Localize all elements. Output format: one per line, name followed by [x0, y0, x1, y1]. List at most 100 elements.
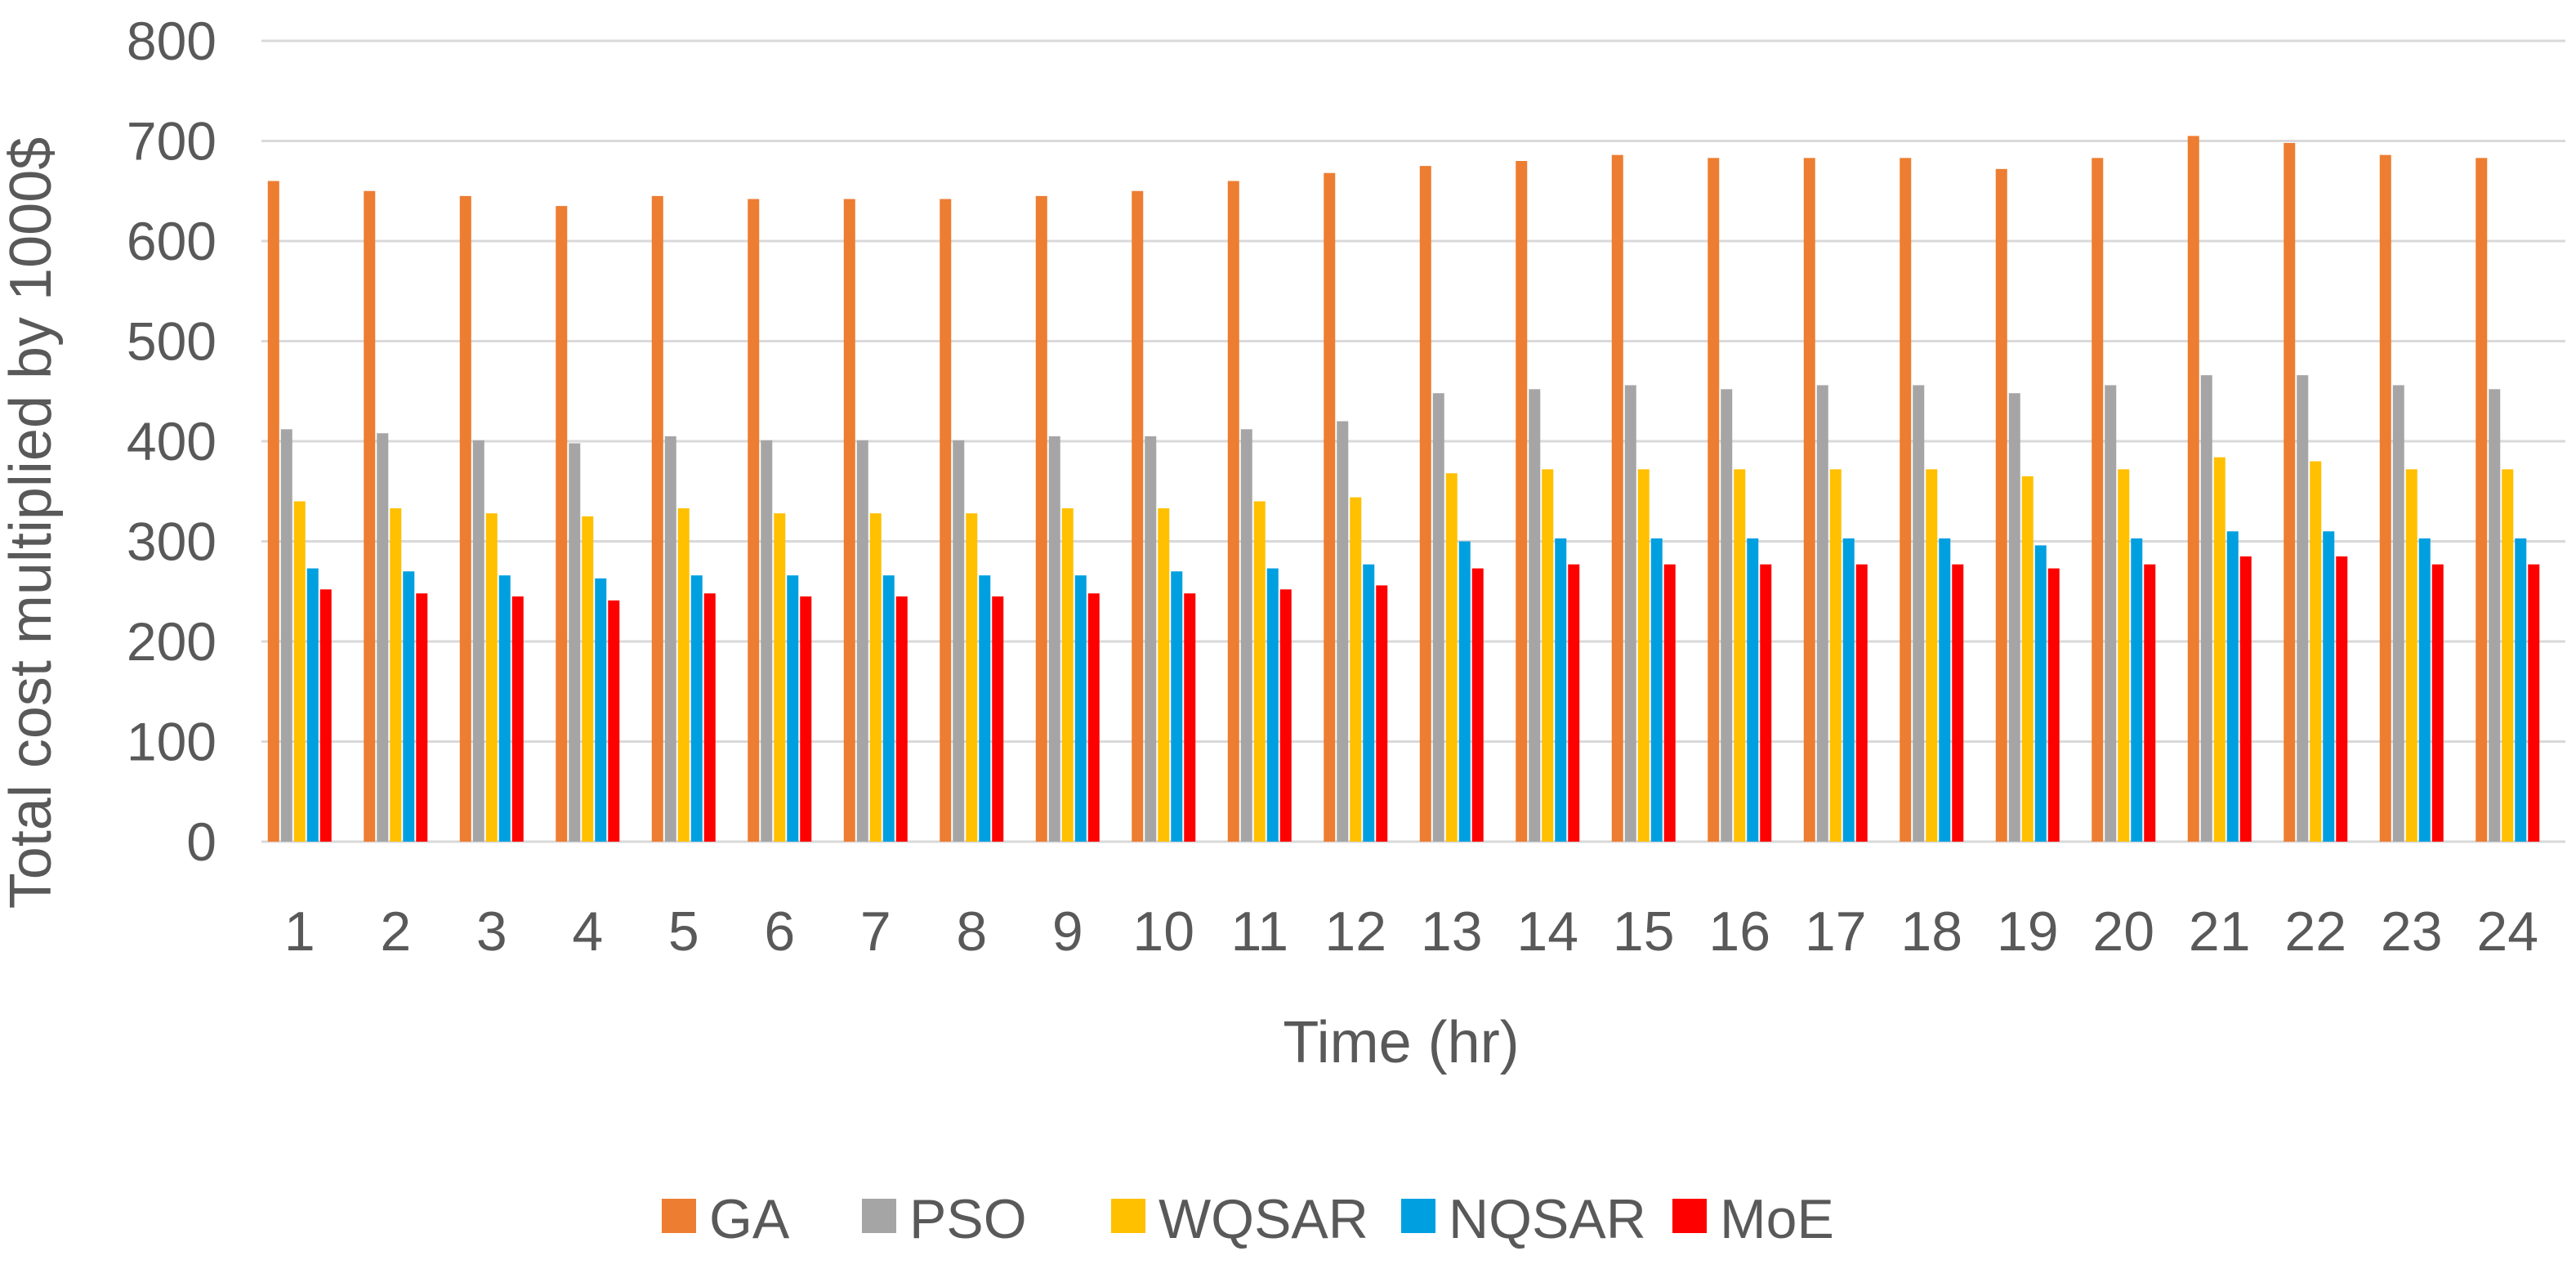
bar-wqsar-9: [1061, 508, 1074, 842]
bar-nqsar-3: [498, 575, 511, 842]
y-tick-label: 0: [186, 811, 217, 872]
bar-nqsar-6: [787, 575, 799, 842]
bar-nqsar-5: [690, 575, 703, 842]
bar-ga-15: [1611, 154, 1623, 842]
bar-nqsar-10: [1171, 571, 1183, 842]
bar-moe-9: [1087, 593, 1100, 842]
bar-wqsar-14: [1542, 469, 1554, 842]
bar-nqsar-20: [2131, 538, 2143, 842]
bar-wqsar-23: [2405, 469, 2418, 842]
bar-wqsar-7: [869, 513, 882, 842]
bar-pso-13: [1432, 393, 1444, 842]
bar-ga-21: [2187, 136, 2199, 842]
bar-wqsar-20: [2118, 469, 2130, 842]
bar-wqsar-3: [485, 513, 498, 842]
bar-pso-23: [2392, 385, 2404, 842]
bar-wqsar-17: [1829, 469, 1842, 842]
bar-ga-22: [2284, 142, 2296, 842]
x-tick-label: 24: [2476, 900, 2538, 963]
bar-pso-17: [1816, 385, 1828, 842]
bar-moe-23: [2431, 564, 2444, 842]
bar-nqsar-18: [1939, 538, 1951, 842]
bar-ga-3: [459, 195, 471, 842]
bar-nqsar-4: [595, 578, 607, 842]
bar-wqsar-15: [1637, 469, 1650, 842]
legend-swatch-moe: [1672, 1199, 1707, 1233]
legend-swatch-pso: [862, 1199, 896, 1233]
bar-moe-3: [511, 596, 524, 842]
x-tick-label: 19: [1997, 900, 2059, 963]
bar-pso-5: [664, 436, 676, 842]
legend-label-moe: MoE: [1720, 1188, 1834, 1250]
x-tick-label: 18: [1900, 900, 1962, 963]
y-axis-title: Total cost multiplied by 1000$: [0, 137, 64, 909]
bar-ga-18: [1900, 158, 1912, 842]
bars: [267, 136, 2540, 842]
bar-pso-1: [280, 429, 292, 842]
bar-moe-16: [1760, 564, 1772, 842]
x-tick-label: 12: [1324, 900, 1386, 963]
bar-pso-18: [1913, 385, 1925, 842]
bar-ga-8: [940, 199, 952, 842]
bar-pso-19: [2008, 393, 2020, 842]
bar-nqsar-15: [1650, 538, 1663, 842]
bar-nqsar-14: [1555, 538, 1567, 842]
bar-moe-12: [1376, 585, 1388, 842]
bar-nqsar-23: [2418, 538, 2431, 842]
x-tick-label: 6: [764, 900, 795, 963]
bar-moe-5: [703, 593, 716, 842]
y-tick-label: 700: [127, 111, 217, 172]
bar-nqsar-22: [2323, 531, 2335, 842]
y-tick-label: 200: [127, 611, 217, 672]
bar-pso-16: [1721, 389, 1733, 842]
bar-pso-10: [1145, 436, 1157, 842]
bar-moe-7: [895, 596, 908, 842]
x-tick-label: 23: [2381, 900, 2443, 963]
bar-nqsar-1: [306, 568, 319, 842]
bar-wqsar-24: [2502, 469, 2514, 842]
y-tick-label: 500: [127, 311, 217, 372]
bar-pso-2: [377, 433, 389, 842]
bar-wqsar-19: [2021, 476, 2034, 842]
x-tick-label: 4: [572, 900, 603, 963]
bar-ga-19: [1995, 168, 2007, 842]
bar-wqsar-4: [582, 516, 594, 842]
x-tick-label: 1: [284, 900, 315, 963]
y-tick-label: 100: [127, 712, 217, 772]
bar-nqsar-13: [1458, 541, 1471, 842]
bar-moe-17: [1855, 564, 1868, 842]
bar-ga-4: [556, 206, 568, 842]
legend-swatch-wqsar: [1111, 1199, 1145, 1233]
bar-pso-7: [856, 440, 868, 842]
bar-nqsar-8: [979, 575, 991, 842]
bar-pso-15: [1624, 385, 1636, 842]
bar-wqsar-1: [293, 501, 306, 842]
bar-ga-12: [1324, 172, 1336, 842]
bar-ga-6: [748, 199, 760, 842]
bar-moe-20: [2144, 564, 2156, 842]
bar-ga-10: [1132, 190, 1144, 842]
bar-ga-24: [2476, 158, 2488, 842]
bar-nqsar-19: [2034, 545, 2047, 842]
x-tick-label: 16: [1708, 900, 1770, 963]
x-tick-label: 17: [1805, 900, 1867, 963]
bar-wqsar-21: [2213, 457, 2226, 842]
bar-moe-19: [2047, 568, 2060, 842]
bar-nqsar-7: [882, 575, 895, 842]
x-tick-label: 14: [1516, 900, 1578, 963]
x-tick-label: 20: [2092, 900, 2154, 963]
bar-moe-1: [319, 589, 332, 842]
x-tick-label: 11: [1230, 900, 1288, 963]
y-axis-ticks: 0 100 200 300 400 500 600 700 800: [127, 11, 217, 872]
bar-moe-2: [416, 593, 428, 842]
bar-ga-1: [267, 181, 279, 842]
bar-moe-8: [992, 596, 1004, 842]
x-tick-label: 8: [956, 900, 987, 963]
x-tick-label: 5: [668, 900, 699, 963]
bar-moe-14: [1568, 564, 1580, 842]
legend: GA PSO WQSAR NQSAR MoE: [662, 1188, 1834, 1250]
bar-moe-22: [2336, 556, 2348, 842]
y-tick-label: 800: [127, 11, 217, 71]
x-tick-label: 15: [1613, 900, 1675, 963]
